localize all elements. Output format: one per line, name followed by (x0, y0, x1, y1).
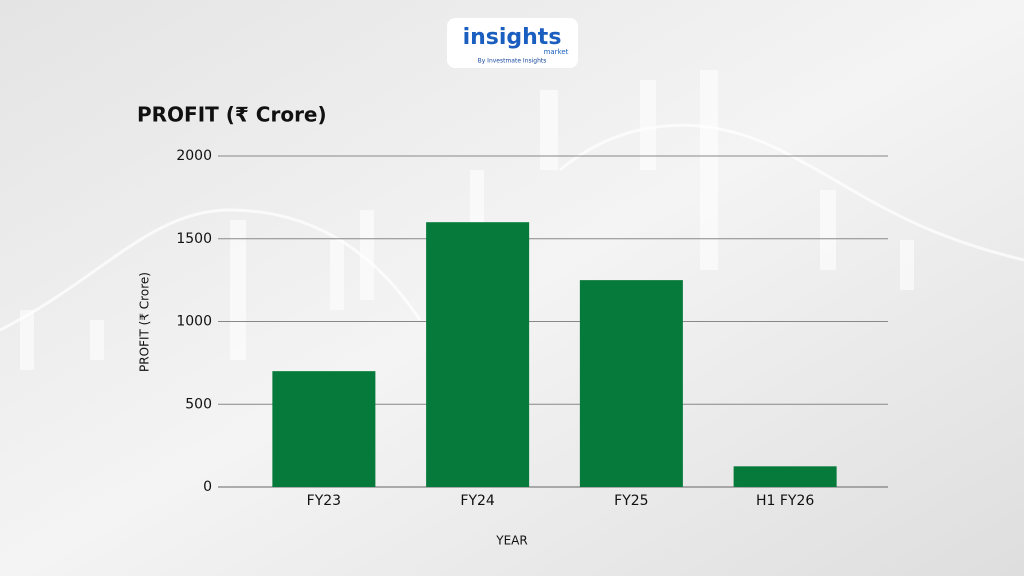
x-axis-label: YEAR (495, 534, 527, 548)
y-tick-label: 500 (185, 396, 212, 412)
logo-box (447, 18, 578, 68)
x-tick-label: FY23 (307, 493, 341, 509)
logo-name: insights (463, 25, 562, 50)
background-curve (0, 123, 1024, 332)
y-tick-label: 1500 (176, 231, 212, 247)
x-tick-label: FY25 (614, 493, 648, 509)
y-tick-label: 0 (203, 479, 212, 495)
bar (579, 280, 683, 487)
logo-tagline: By Investmate Insights (478, 58, 547, 65)
bar (426, 222, 530, 487)
y-axis-label: PROFIT (₹ Crore) (138, 272, 152, 372)
background-candles (20, 70, 914, 370)
bar (733, 466, 837, 487)
chart-title: PROFIT (₹ Crore) (137, 103, 327, 127)
logo-sub: market (544, 48, 569, 56)
bar (272, 371, 376, 487)
y-tick-label: 2000 (176, 148, 212, 164)
y-tick-label: 1000 (176, 314, 212, 330)
x-tick-label: FY24 (460, 493, 495, 509)
x-tick-label: H1 FY26 (756, 493, 814, 509)
